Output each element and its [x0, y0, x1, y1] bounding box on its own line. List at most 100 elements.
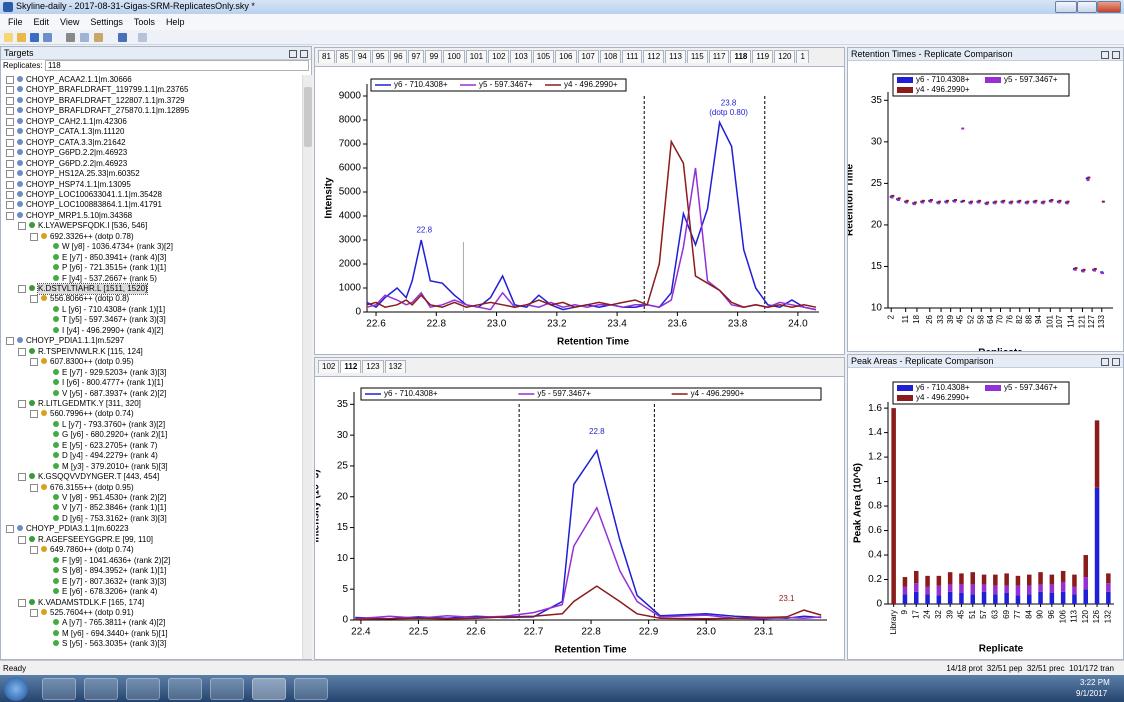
tree-node[interactable]: CHOYP_ACAA2.1.1|m.30666: [26, 75, 132, 84]
tree-node[interactable]: CHOYP_LOC100633041.1.1|m.35428: [26, 189, 162, 199]
tab[interactable]: 123: [362, 360, 384, 373]
tree-node[interactable]: CHOYP_G6PD.2.2|m.46923: [26, 148, 128, 158]
expander[interactable]: [18, 285, 26, 293]
tree-node[interactable]: T [y5] - 597.3467+ (rank 3)[3]: [62, 315, 166, 325]
tab[interactable]: 85: [335, 50, 353, 63]
tab[interactable]: 111: [622, 50, 643, 63]
close-panel-button[interactable]: [300, 50, 308, 58]
tab[interactable]: 103: [510, 50, 532, 63]
tab[interactable]: 112: [340, 360, 362, 373]
tree-node[interactable]: E [y5] - 623.2705+ (rank 7): [62, 440, 158, 450]
tab[interactable]: 120: [774, 50, 796, 63]
tree-node[interactable]: S [y5] - 563.3035+ (rank 3)[3]: [62, 639, 167, 649]
tree-node[interactable]: 676.3155++ (dotp 0.95): [50, 482, 134, 492]
redo-button[interactable]: [138, 33, 147, 42]
tab[interactable]: 108: [599, 50, 622, 63]
expander[interactable]: [18, 598, 26, 607]
tree-node[interactable]: D [y6] - 753.3162+ (rank 3)[3]: [62, 513, 167, 523]
tree-node[interactable]: L [y7] - 793.3760+ (rank 3)[2]: [62, 419, 166, 429]
tree-node[interactable]: K.GSQQVVDYNGER.T [443, 454]: [38, 472, 160, 482]
tab[interactable]: 96: [389, 50, 407, 63]
tree-node[interactable]: F [y9] - 1041.4636+ (rank 2)[2]: [62, 555, 171, 565]
tab[interactable]: 102: [318, 360, 340, 373]
taskbar-app[interactable]: [252, 678, 286, 700]
menu-item[interactable]: Tools: [133, 17, 155, 27]
expander[interactable]: [6, 525, 14, 534]
expander[interactable]: [30, 608, 38, 617]
tree-node[interactable]: CHOYP_HS12A.25.33|m.60352: [26, 169, 140, 179]
tree-node[interactable]: CHOYP_BRAFLDRAFT_275870.1.1|m.12895: [26, 106, 190, 116]
open-button[interactable]: [17, 33, 26, 42]
expander[interactable]: [18, 473, 26, 482]
tree-node[interactable]: CHOYP_CATA.1.3|m.11120: [26, 127, 125, 137]
tree-node[interactable]: CHOYP_MRP1.5.10|m.34368: [26, 210, 133, 220]
copy-button[interactable]: [80, 33, 89, 42]
taskbar-app[interactable]: [294, 678, 328, 700]
cut-button[interactable]: [66, 33, 75, 42]
taskbar-app[interactable]: [126, 678, 160, 700]
tree-node[interactable]: W [y8] - 1036.4734+ (rank 3)[2]: [62, 242, 173, 252]
tree-node[interactable]: CHOYP_BRAFLDRAFT_119799.1.1|m.23765: [26, 85, 189, 95]
expander[interactable]: [30, 410, 38, 419]
new-button[interactable]: [4, 33, 13, 42]
tree-node[interactable]: E [y7] - 850.3941+ (rank 4)[3]: [62, 252, 167, 262]
menu-item[interactable]: View: [60, 17, 80, 27]
expander[interactable]: [6, 117, 14, 126]
expander[interactable]: [18, 535, 26, 544]
taskbar-app[interactable]: [168, 678, 202, 700]
tree-node[interactable]: 525.7604++ (dotp 0.91): [50, 607, 134, 617]
tab[interactable]: 100: [443, 50, 465, 63]
tree-node[interactable]: 560.7996++ (dotp 0.74): [50, 409, 134, 419]
tree-node[interactable]: A [y7] - 765.3811+ (rank 4)[2]: [62, 618, 166, 628]
tree-node[interactable]: R.TSPEIVNWLR.K [115, 124]: [38, 346, 143, 356]
expander[interactable]: [18, 347, 26, 356]
expander[interactable]: [18, 399, 26, 408]
expander[interactable]: [30, 232, 38, 241]
tree-node[interactable]: V [y7] - 852.3846+ (rank 1)[1]: [62, 503, 167, 513]
tree-node[interactable]: CHOYP_LOC100883864.1.1|m.41791: [26, 200, 162, 210]
tab[interactable]: 119: [752, 50, 774, 63]
tree-node[interactable]: M [y6] - 694.3440+ (rank 5)[1]: [62, 628, 168, 638]
tab[interactable]: 115: [686, 50, 708, 63]
tree-node[interactable]: L [y6] - 710.4308+ (rank 1)[1]: [62, 304, 166, 314]
expander[interactable]: [6, 201, 14, 210]
tab[interactable]: 99: [425, 50, 443, 63]
expander[interactable]: [6, 211, 14, 220]
minimize-button[interactable]: [1055, 1, 1077, 13]
expander[interactable]: [30, 295, 38, 304]
tree-node[interactable]: D [y4] - 494.2279+ (rank 4): [62, 451, 158, 461]
scrollbar[interactable]: [302, 75, 312, 659]
paste-button[interactable]: [94, 33, 103, 42]
pin-button[interactable]: [1101, 358, 1109, 366]
tree-node[interactable]: CHOYP_PDIA1.1.1|m.5297: [26, 336, 125, 346]
replicates-dropdown[interactable]: 118: [45, 60, 309, 71]
expander[interactable]: [6, 149, 14, 158]
menu-item[interactable]: File: [8, 17, 23, 27]
tree-node[interactable]: K.DSTVLTIAHR.L [1511, 1520]: [36, 283, 149, 295]
tree-node[interactable]: E [y6] - 678.3206+ (rank 4): [62, 587, 158, 597]
tree-node[interactable]: 692.3326++ (dotp 0.78): [50, 231, 134, 241]
tree-node[interactable]: CHOYP_CATA.3.3|m.21642: [26, 137, 126, 147]
tab[interactable]: 118: [730, 50, 752, 63]
expander[interactable]: [30, 546, 38, 555]
tree-node[interactable]: P [y6] - 721.3515+ (rank 1)[1]: [62, 263, 167, 273]
save-all-button[interactable]: [43, 33, 52, 42]
tab[interactable]: 1: [796, 50, 809, 63]
pin-button[interactable]: [289, 50, 297, 58]
expander[interactable]: [6, 96, 14, 105]
expander[interactable]: [6, 128, 14, 137]
tree-node[interactable]: E [y7] - 929.5203+ (rank 3)[3]: [62, 367, 167, 377]
tree-node[interactable]: F [y4] - 537.2667+ (rank 5): [62, 273, 157, 283]
close-button[interactable]: [1097, 1, 1121, 13]
tab[interactable]: 106: [555, 50, 577, 63]
tree-node[interactable]: E [y7] - 807.3632+ (rank 3)[3]: [62, 576, 167, 586]
tree-node[interactable]: I [y6] - 800.4777+ (rank 1)[1]: [62, 378, 164, 388]
tree-node[interactable]: CHOYP_CAH2.1.1|m.42306: [26, 116, 127, 126]
expander[interactable]: [6, 107, 14, 116]
expander[interactable]: [6, 86, 14, 95]
close-panel-button[interactable]: [1112, 51, 1120, 59]
menu-item[interactable]: Help: [165, 17, 185, 27]
tree-node[interactable]: I [y4] - 496.2990+ (rank 4)[2]: [62, 325, 164, 335]
expander[interactable]: [6, 170, 14, 179]
tab[interactable]: 97: [407, 50, 425, 63]
